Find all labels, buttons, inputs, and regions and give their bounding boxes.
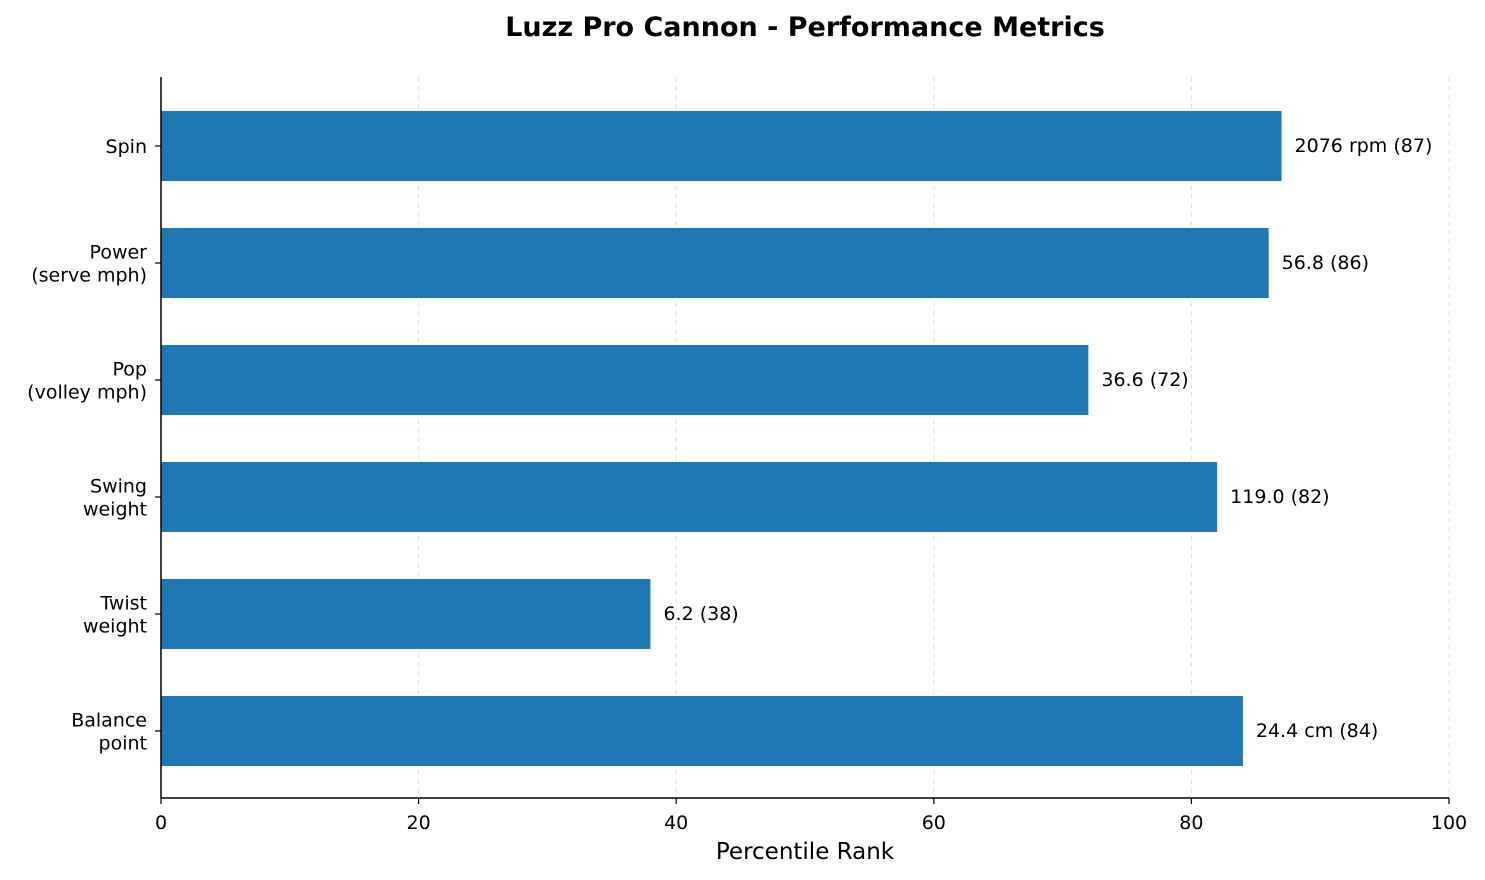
bar [161,579,651,649]
y-tick-label: Balance [71,710,147,732]
data-label: 36.6 (72) [1101,369,1188,391]
x-axis-label: Percentile Rank [716,839,895,865]
y-tick-label: (serve mph) [31,265,147,287]
y-tick-label: Swing [90,476,147,498]
chart-title: Luzz Pro Cannon - Performance Metrics [505,12,1105,43]
data-label: 6.2 (38) [663,603,738,625]
data-label: 56.8 (86) [1282,252,1369,274]
data-label: 119.0 (82) [1230,486,1329,508]
x-axis-ticks: 0 20 40 60 80 100 [155,798,1467,834]
data-labels: 2076 rpm (87) 56.8 (86) 36.6 (72) 119.0 (82… [663,135,1432,742]
bar [161,462,1218,532]
x-tick-label: 100 [1431,812,1467,834]
bar [161,228,1269,298]
y-tick-label: weight [83,616,147,638]
bars [161,111,1282,766]
x-tick-label: 0 [155,812,167,834]
data-label: 2076 rpm (87) [1295,135,1433,157]
x-tick-label: 20 [407,812,431,834]
data-label: 24.4 cm (84) [1256,720,1378,742]
y-axis-ticks: Spin Power(serve mph) Pop(volley mph) Swing… [27,136,161,755]
y-tick-label: Pop [113,359,147,381]
y-tick-label: weight [83,499,147,521]
x-tick-label: 60 [922,812,946,834]
bar [161,111,1282,181]
y-tick-label: point [99,733,147,755]
x-tick-label: 40 [664,812,688,834]
y-tick-label: Twist [99,593,147,615]
y-tick-label: Power [90,242,148,264]
bar [161,696,1243,766]
grid-lines [418,77,1450,798]
bar [161,345,1089,415]
y-tick-label: (volley mph) [27,382,147,404]
x-tick-label: 80 [1179,812,1203,834]
y-tick-label: Spin [106,136,147,158]
